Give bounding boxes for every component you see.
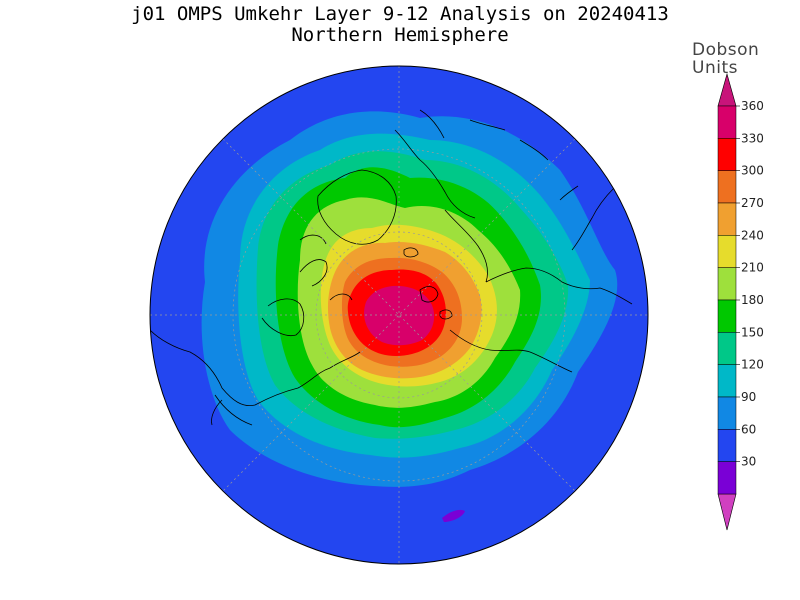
colorbar-segment [717,396,737,430]
colorbar-tick-label: 270 [741,196,764,210]
coastline-scandinavia [444,209,488,283]
colorbar-segment [717,299,737,333]
ozone-level-60-patch [442,509,465,522]
colorbar-tick-label: 120 [741,358,764,372]
colorbar-units-line1: Dobson [692,40,760,60]
colorbar-tick-label: 330 [741,131,764,145]
map-border [149,65,649,565]
map-subtitle: Northern Hemisphere [291,24,509,46]
colorbar-tick-label: 30 [741,455,756,469]
colorbar-tick-label: 300 [741,164,764,178]
coastline-alaska [211,394,253,426]
map-title: j01 OMPS Umkehr Layer 9-12 Analysis on 2… [131,3,669,25]
colorbar-tick-label: 180 [741,293,764,307]
coastline-hudson-bay [261,298,305,337]
coastline-europe [394,109,476,219]
colorbar-segment [717,364,737,398]
colorbar: 360 330 300 270 240 210 180 150 120 90 60 30 [717,72,764,531]
colorbar-tick-label: 210 [741,261,764,275]
colorbar-units-line2: Units [692,58,738,78]
colorbar-segment [717,170,737,204]
colorbar-above-range-triangle [717,72,737,107]
coastline-asia-east [559,185,615,251]
coastline-mediterranean [469,119,549,161]
colorbar-tick-label: 150 [741,325,764,339]
polar-map [150,66,648,564]
colorbar-segment [717,202,737,236]
coastlines [150,109,633,426]
colorbar-segment [717,267,737,301]
coastline-siberia [449,329,573,373]
coastline-russia-north [485,267,633,305]
coastline-greenland [317,169,397,245]
colorbar-tick-label: 90 [741,390,756,404]
coastline-arctic-islands [403,247,453,320]
graticule [150,66,648,564]
colorbar-segment [717,332,737,365]
colorbar-segment [717,461,737,495]
colorbar-segment [717,105,737,139]
ozone-above-360-contour [364,285,435,346]
colorbar-tick-label: 360 [741,99,764,113]
coastline-north-america [150,329,361,407]
colorbar-below-range-triangle [717,493,737,531]
colorbar-tick-label: 60 [741,422,756,436]
colorbar-segment [717,235,737,268]
colorbar-segment [717,138,737,171]
colorbar-tick-label: 240 [741,228,764,242]
coastline-canadian-archipelago [299,234,353,301]
colorbar-segment [717,429,737,462]
